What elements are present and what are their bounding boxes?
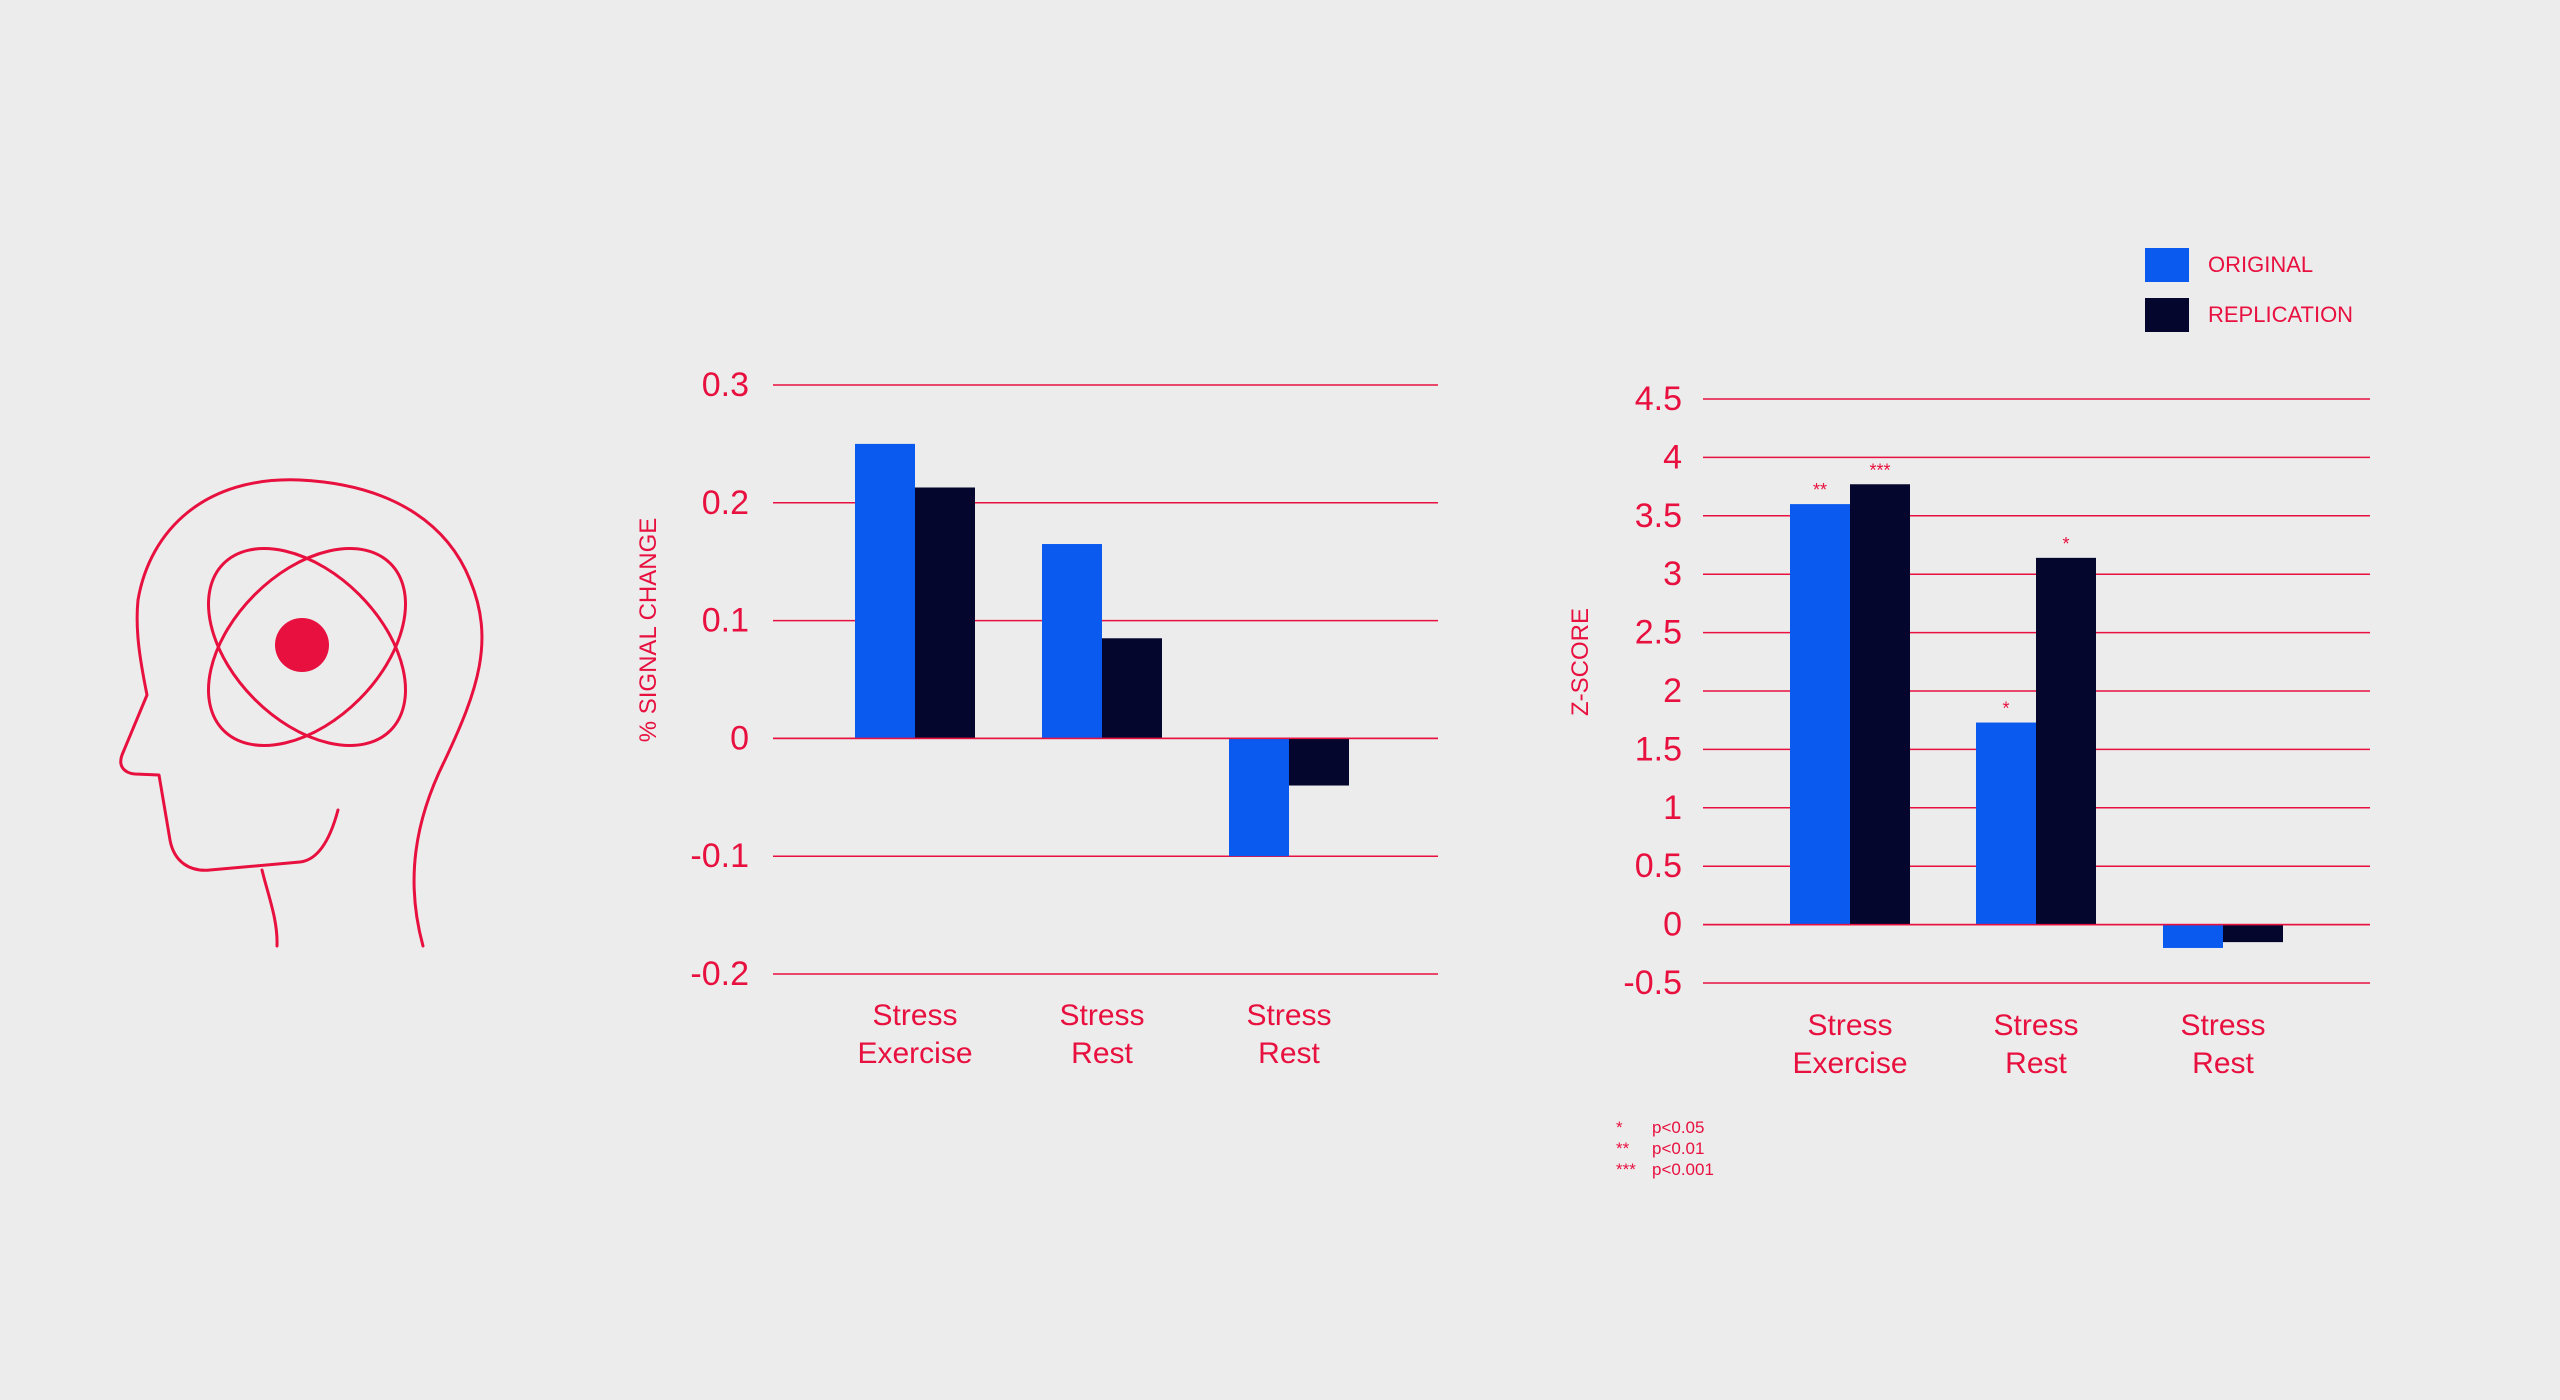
y-tick-label: 3.5 [1635, 497, 1682, 535]
bar-replication [1850, 484, 1910, 925]
x-tick-label: Stress [1059, 999, 1144, 1032]
y-tick-label: 0.3 [702, 366, 749, 404]
x-tick-label: Stress [1246, 999, 1331, 1032]
atom-orbit-2 [207, 547, 407, 747]
x-tick-label: Stress [1807, 1009, 1892, 1042]
bar-replication [1102, 638, 1162, 739]
footnote-text-1: p<0.05 [1652, 1118, 1704, 1137]
x-tick-label: Rest [2192, 1047, 2254, 1080]
chart2-bars [1703, 484, 2370, 948]
bar-original [1976, 722, 2036, 925]
bar-replication [2223, 924, 2283, 943]
x-tick-label: Rest [1071, 1037, 1133, 1070]
footnote-marker-1: * [1616, 1118, 1623, 1137]
y-tick-label: -0.5 [1623, 964, 1682, 1002]
significance-marker: * [2002, 699, 2009, 719]
y-tick-label: -0.1 [690, 837, 749, 875]
footnote-text-2: p<0.01 [1652, 1139, 1704, 1158]
y-tick-label: 4 [1663, 438, 1682, 476]
x-tick-label: Exercise [857, 1037, 972, 1070]
x-tick-label: Stress [872, 999, 957, 1032]
y-tick-label: 0 [1663, 906, 1682, 944]
y-tick-label: 2 [1663, 672, 1682, 710]
legend-swatch-replication [2145, 298, 2189, 332]
y-tick-label: 0.1 [702, 602, 749, 640]
legend-label-original: ORIGINAL [2208, 252, 2313, 277]
significance-footnote: * p<0.05 ** p<0.01 *** p<0.001 [1616, 1118, 1714, 1179]
significance-marker: ** [1813, 480, 1827, 500]
chart2-x-ticks: Stress Exercise Stress Rest Stress Rest [1792, 1009, 2265, 1080]
y-tick-label: 0 [730, 719, 749, 757]
chart2-y-ticks: 4.5 4 3.5 3 2.5 2 1.5 1 0.5 0 -0.5 [1623, 380, 1682, 1002]
head-with-atom-icon [119, 478, 484, 948]
y-tick-label: 1 [1663, 789, 1682, 827]
bar-original [1229, 738, 1289, 857]
bar-replication [2036, 557, 2096, 925]
chart1-ylabel: % SIGNAL CHANGE [635, 518, 662, 743]
head-outline [119, 478, 484, 948]
bar-replication [915, 487, 975, 739]
bar-original [1790, 504, 1850, 925]
y-tick-label: 3 [1663, 555, 1682, 593]
significance-marker: *** [1869, 460, 1890, 480]
x-tick-label: Stress [2180, 1009, 2265, 1042]
chart1-bars [773, 443, 1438, 857]
significance-marker: * [2062, 534, 2069, 554]
x-tick-label: Rest [1258, 1037, 1320, 1070]
legend-swatch-original [2145, 248, 2189, 282]
chart1-x-ticks: Stress Exercise Stress Rest Stress Rest [857, 999, 1331, 1070]
signal-change-chart: % SIGNAL CHANGE 0.3 0.2 0.1 0 -0.1 -0.2 Stres… [635, 366, 1438, 1070]
y-tick-label: 0.5 [1635, 847, 1682, 885]
x-tick-label: Exercise [1792, 1047, 1907, 1080]
atom-nucleus [275, 618, 329, 672]
y-tick-label: 0.2 [702, 484, 749, 522]
footnote-marker-3: *** [1616, 1160, 1636, 1179]
atom-orbit-1 [207, 547, 407, 747]
x-tick-label: Rest [2005, 1047, 2067, 1080]
chart1-y-ticks: 0.3 0.2 0.1 0 -0.1 -0.2 [690, 366, 749, 993]
chart2-ylabel: Z-SCORE [1567, 608, 1594, 716]
legend-label-replication: REPLICATION [2208, 302, 2353, 327]
bar-original [855, 443, 915, 739]
y-tick-label: -0.2 [690, 955, 749, 993]
y-tick-label: 2.5 [1635, 614, 1682, 652]
chart2-significance-markers: ******* [1813, 460, 2070, 718]
footnote-text-3: p<0.001 [1652, 1160, 1714, 1179]
z-score-chart: Z-SCORE 4.543.532.521.510.50-0.5 *******… [1567, 380, 2370, 1080]
bar-replication [1289, 738, 1349, 786]
bar-original [1042, 544, 1102, 739]
y-tick-label: 1.5 [1635, 730, 1682, 768]
bar-original [2163, 924, 2223, 948]
footnote-marker-2: ** [1616, 1139, 1630, 1158]
x-tick-label: Stress [1993, 1009, 2078, 1042]
legend: ORIGINAL REPLICATION [2145, 248, 2353, 332]
y-tick-label: 4.5 [1635, 380, 1682, 418]
